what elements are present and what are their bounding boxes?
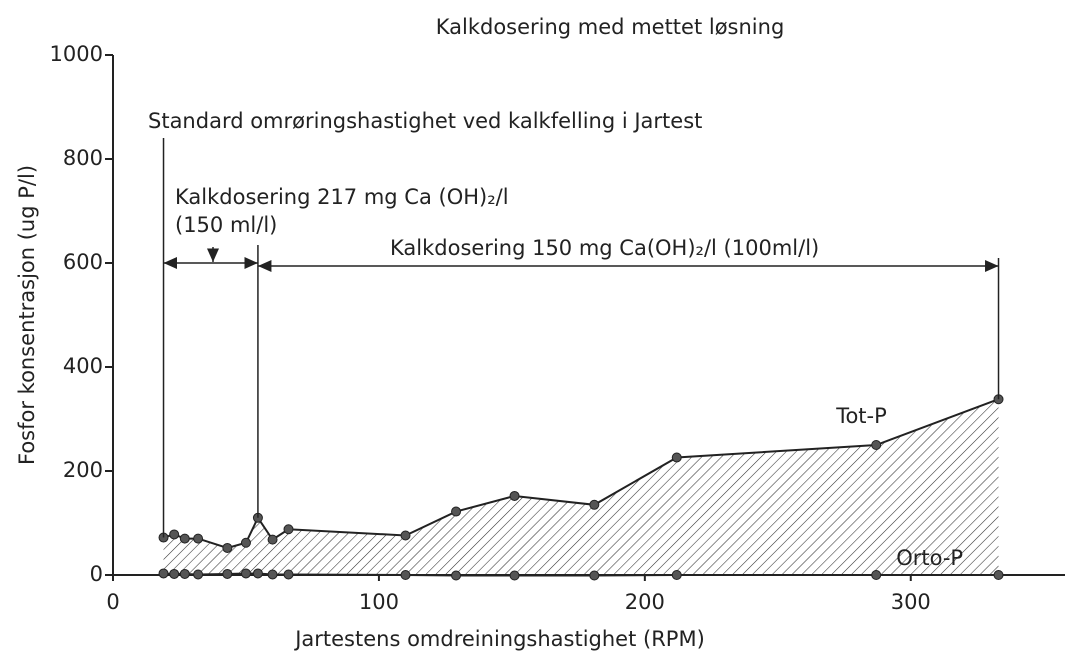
point: [671, 570, 682, 580]
point: [509, 490, 520, 501]
point: [267, 569, 278, 580]
point: [222, 542, 233, 553]
annotation: Kalkdosering 217 mg Ca (OH)₂/l: [175, 185, 509, 209]
series-line: [163, 398, 999, 550]
x-tick-label: 300: [891, 590, 931, 614]
x-axis-label: Jartestens omdreiningshastighet (RPM): [293, 627, 705, 651]
point: [252, 568, 263, 579]
x-tick-label: 100: [359, 590, 399, 614]
point: [222, 568, 233, 579]
y-tick-label: 1000: [50, 42, 103, 66]
annotation: Kalkdosering 150 mg Ca(OH)₂/l (100ml/l): [390, 236, 819, 260]
point: [179, 533, 190, 544]
point: [169, 529, 180, 540]
point: [451, 506, 462, 517]
chart-title: Kalkdosering med mettet løsning: [436, 15, 785, 39]
point: [193, 533, 204, 544]
point: [871, 570, 882, 580]
annotation: (150 ml/l): [175, 213, 277, 237]
area: [163, 399, 999, 576]
point: [589, 570, 600, 581]
point: [193, 569, 204, 580]
y-tick-label: 0: [90, 562, 103, 586]
y-axis-label: Fosfor konsentrasjon (ug P/l): [15, 165, 39, 465]
point: [158, 568, 169, 579]
y-tick-label: 200: [63, 458, 103, 482]
point: [993, 570, 1004, 580]
series-line: [163, 572, 999, 577]
point: [400, 570, 411, 580]
series-label: Orto-P: [896, 546, 963, 570]
x-tick-label: 0: [106, 590, 119, 614]
point: [267, 534, 278, 545]
x-tick-label: 200: [625, 590, 665, 614]
point: [283, 524, 294, 535]
annotation: Standard omrøringshastighet ved kalkfell…: [148, 109, 702, 133]
point: [240, 568, 251, 579]
point: [400, 530, 411, 541]
point: [179, 568, 190, 579]
point: [240, 537, 251, 548]
y-tick-label: 600: [63, 250, 103, 274]
y-tick-label: 400: [63, 354, 103, 378]
point: [871, 440, 882, 450]
point: [283, 569, 294, 580]
point: [451, 570, 462, 581]
point: [589, 499, 600, 510]
y-tick-label: 800: [63, 146, 103, 170]
series-label: Tot-P: [835, 404, 887, 428]
point: [671, 452, 682, 463]
point: [169, 568, 180, 579]
point: [509, 570, 520, 581]
